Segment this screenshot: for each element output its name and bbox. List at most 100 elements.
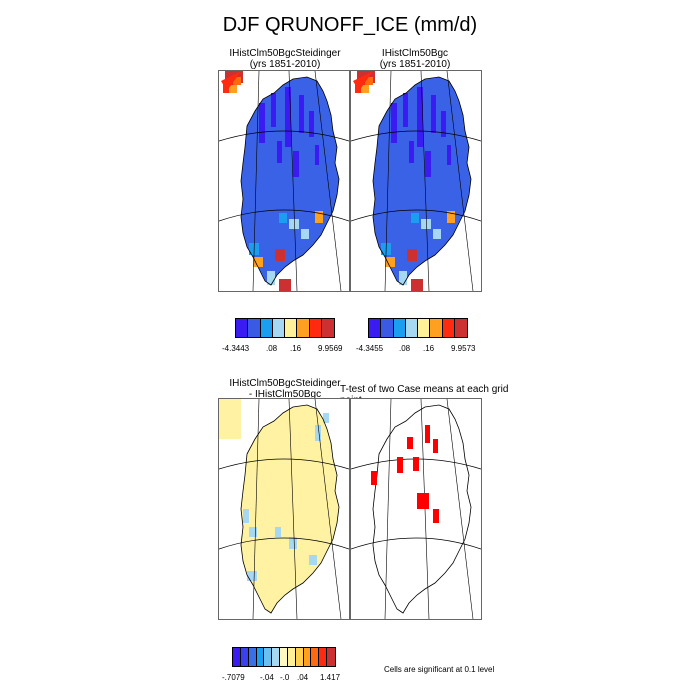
colorbar-swatch xyxy=(233,648,241,666)
longitude-line xyxy=(252,399,260,619)
colorbar1-tick-min: -4.3443 xyxy=(222,344,250,353)
grid-cell xyxy=(411,279,423,291)
colorbar-swatch xyxy=(248,319,261,337)
colorbar-swatch xyxy=(393,319,406,337)
grid-cell xyxy=(425,151,431,177)
colorbar-swatch xyxy=(454,319,467,337)
colorbar-swatch xyxy=(236,319,249,337)
longitude-line xyxy=(384,71,392,291)
grid-cell xyxy=(315,145,319,165)
colorbar-swatch xyxy=(297,319,310,337)
grid-cell xyxy=(315,211,323,223)
colorbar-control xyxy=(368,318,468,338)
colorbar-swatch xyxy=(260,319,273,337)
significant-cell xyxy=(417,493,429,509)
longitude-line xyxy=(288,399,298,619)
grid-cell xyxy=(447,211,455,223)
colorbar-swatch xyxy=(287,648,296,666)
grid-cell xyxy=(289,219,299,229)
grid-cell xyxy=(411,213,419,223)
grid-cell xyxy=(309,111,314,137)
longitude-line xyxy=(314,399,342,619)
colorbar-swatch xyxy=(327,648,335,666)
panel2-title: IHistClm50Bgc (yrs 1851-2010) xyxy=(345,48,485,70)
latitude-line xyxy=(351,130,481,142)
significant-cell xyxy=(413,457,419,471)
colorbar1-tick-max: 9.9569 xyxy=(318,344,343,353)
grid-cell xyxy=(309,555,317,565)
colorbar3-tick-4: .04 xyxy=(297,673,309,682)
grid-cell xyxy=(391,103,397,143)
grid-cell xyxy=(407,249,417,261)
grid-cell xyxy=(259,103,265,143)
map-difference xyxy=(219,399,349,619)
grid-cell xyxy=(275,527,281,537)
longitude-line xyxy=(446,399,474,619)
grid-cell xyxy=(365,77,373,85)
colorbar-swatch xyxy=(303,648,312,666)
map-panel-ttest xyxy=(350,398,482,620)
colorbar-swatch xyxy=(280,648,288,666)
grid-cell xyxy=(403,93,408,127)
grid-cell xyxy=(441,111,446,137)
panel1-title-line1: IHistClm50BgcSteidinger xyxy=(229,48,341,59)
grid-cell xyxy=(243,509,249,523)
colorbar-swatch xyxy=(272,319,285,337)
grid-cell xyxy=(417,87,423,147)
colorbar3-tick-3: -.0 xyxy=(280,673,290,682)
panel1-title: IHistClm50BgcSteidinger (yrs 1851-2010) xyxy=(205,48,365,70)
grid-cell xyxy=(229,85,237,93)
panel2-title-line1: IHistClm50Bgc xyxy=(381,48,449,59)
longitude-line xyxy=(288,71,298,291)
grid-cell xyxy=(247,571,257,581)
significant-cell xyxy=(397,457,403,473)
significant-cell xyxy=(425,425,430,443)
map-control xyxy=(351,71,481,291)
significance-note: Cells are significant at 0.1 level xyxy=(384,665,495,674)
grid-cell xyxy=(279,279,291,291)
colorbar-swatch xyxy=(295,648,304,666)
longitude-line xyxy=(384,399,392,619)
grid-cell xyxy=(315,425,321,441)
colorbar-swatch xyxy=(321,319,334,337)
colorbar2-tick-2: .08 xyxy=(399,344,411,353)
grid-cell xyxy=(293,151,299,177)
map-steidinger xyxy=(219,71,349,291)
longitude-line xyxy=(252,71,260,291)
significant-cell xyxy=(407,437,413,449)
grid-cell xyxy=(409,141,414,163)
map-panel-steidinger xyxy=(218,70,350,292)
colorbar1-tick-2: .08 xyxy=(266,344,278,353)
figure-title: DJF QRUNOFF_ICE (mm/d) xyxy=(222,14,478,36)
panel2-title-line2: (yrs 1851-2010) xyxy=(379,59,451,70)
colorbar-swatch xyxy=(256,648,265,666)
colorbar-swatch xyxy=(264,648,273,666)
coastline xyxy=(372,76,472,286)
colorbar-swatch xyxy=(442,319,455,337)
grid-cell xyxy=(323,413,329,423)
grid-cell xyxy=(233,77,241,85)
grid-cell xyxy=(431,95,436,133)
grid-cell xyxy=(221,71,241,91)
significant-cell xyxy=(433,509,439,523)
colorbar-steidinger xyxy=(235,318,335,338)
map-ttest xyxy=(351,399,481,619)
grid-cell xyxy=(399,271,407,285)
grid-cell xyxy=(285,87,291,147)
latitude-line xyxy=(219,458,349,470)
colorbar2-tick-max: 9.9573 xyxy=(451,344,476,353)
colorbar-swatch xyxy=(240,648,249,666)
colorbar-swatch xyxy=(309,319,322,337)
latitude-line xyxy=(351,209,481,222)
latitude-line xyxy=(219,209,349,222)
colorbar1-tick-3: .16 xyxy=(290,344,302,353)
grid-cell xyxy=(219,399,241,439)
colorbar-swatch xyxy=(248,648,257,666)
significant-cell xyxy=(371,471,377,485)
grid-cell xyxy=(279,213,287,223)
map-panel-difference xyxy=(218,398,350,620)
colorbar-difference xyxy=(232,647,336,667)
grid-cell xyxy=(447,145,451,165)
colorbar2-tick-3: .16 xyxy=(423,344,435,353)
panel3-title-line1: IHistClm50BgcSteidinger xyxy=(229,378,341,389)
